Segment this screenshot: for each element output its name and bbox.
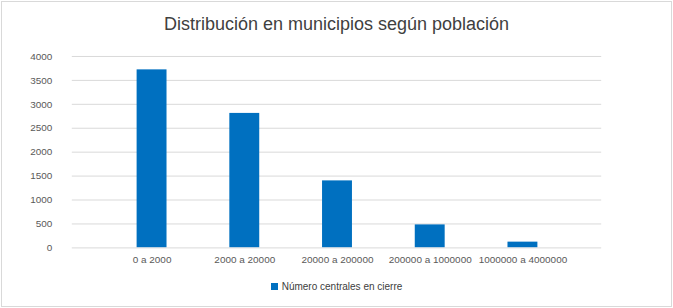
svg-text:1000: 1000 [30, 194, 53, 205]
svg-text:3000: 3000 [30, 99, 53, 110]
svg-text:0: 0 [47, 242, 53, 253]
svg-text:1000000 a 4000000: 1000000 a 4000000 [479, 254, 568, 265]
svg-text:2000 a 20000: 2000 a 20000 [214, 254, 275, 265]
svg-text:500: 500 [36, 218, 53, 229]
svg-text:4000: 4000 [30, 51, 53, 62]
html-text:Distribución en municipios seg: Distribución en municipios según poblaci… [163, 14, 510, 34]
svg-text:200000 a 1000000: 200000 a 1000000 [389, 254, 472, 265]
svg-text:0 a 2000: 0 a 2000 [133, 254, 172, 265]
svg-text:2500: 2500 [30, 122, 53, 133]
svg-text:20000 a 200000: 20000 a 200000 [302, 254, 374, 265]
svg-text:1500: 1500 [30, 170, 53, 181]
svg-text:2000: 2000 [30, 146, 53, 157]
html-text:Número centrales en cierre: Número centrales en cierre [281, 280, 403, 292]
svg-text:3500: 3500 [30, 75, 53, 86]
